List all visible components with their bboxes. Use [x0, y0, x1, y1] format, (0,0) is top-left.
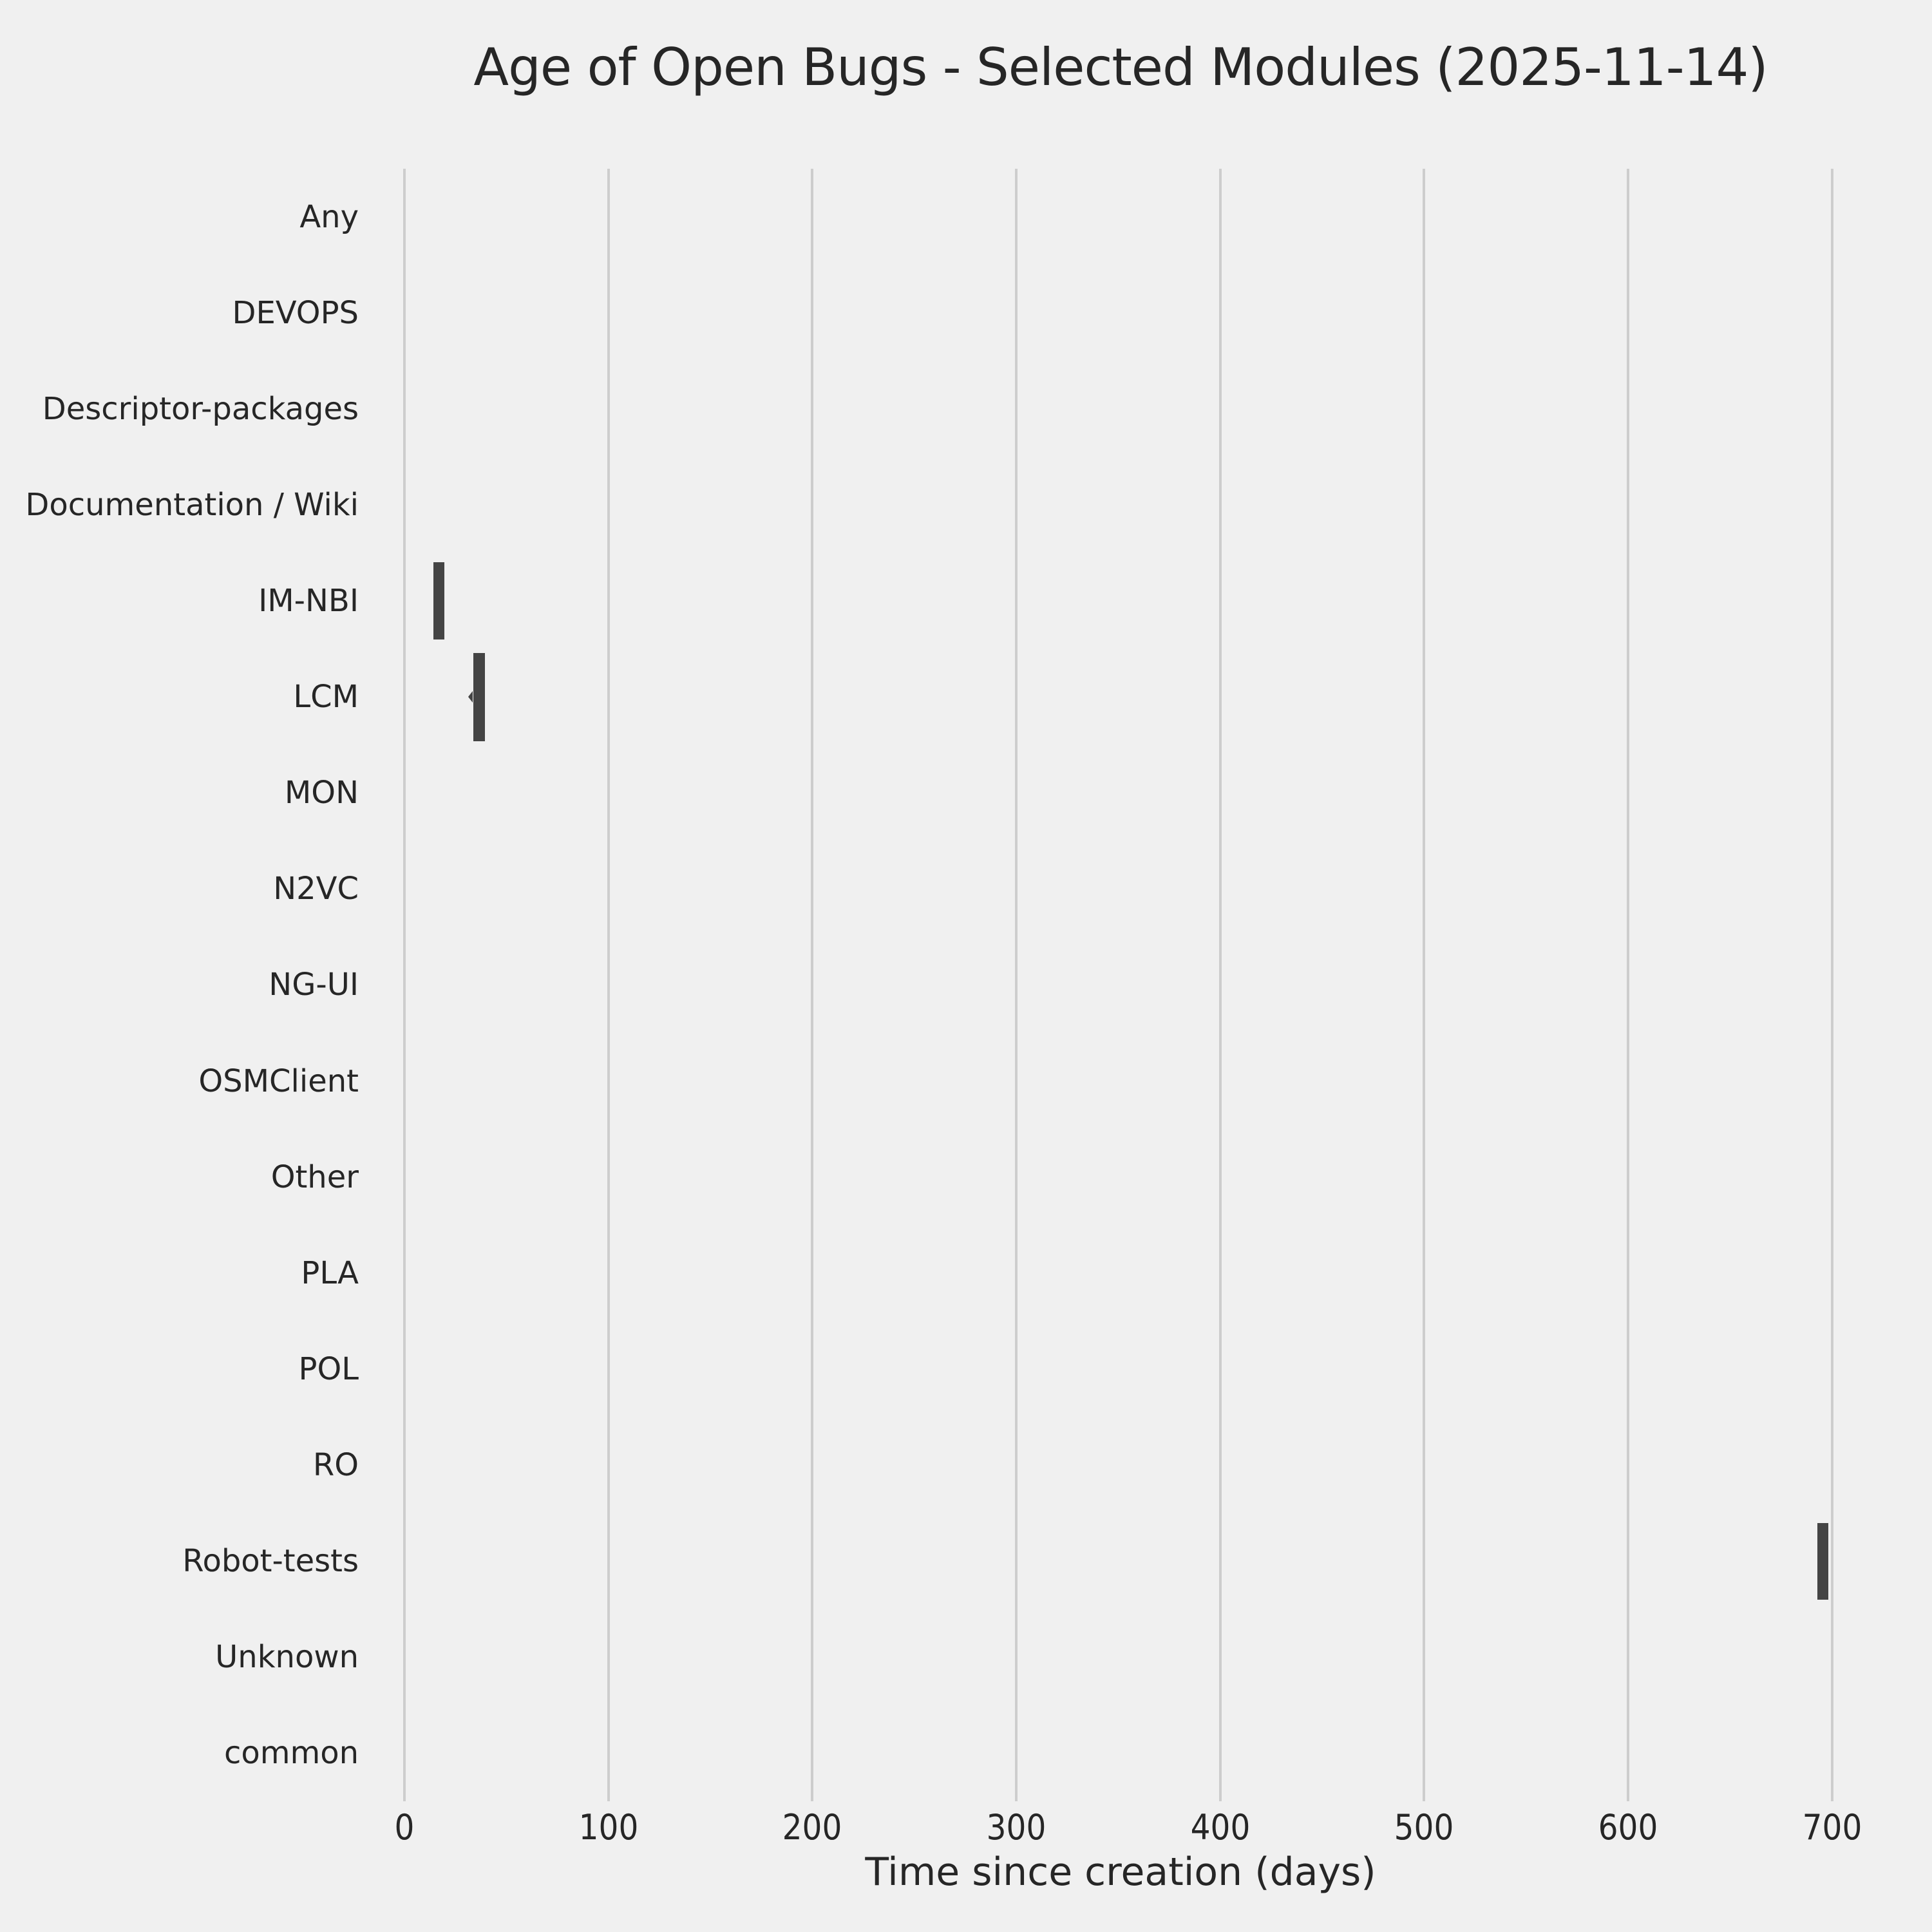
chart-title: Age of Open Bugs - Selected Modules (202… [473, 37, 1768, 97]
x-tick-label: 500 [1394, 1807, 1454, 1848]
y-tick-label: Descriptor-packages [42, 390, 359, 427]
x-tick-label: 700 [1802, 1807, 1862, 1848]
x-tick-label: 400 [1190, 1807, 1251, 1848]
y-tick-label: Robot-tests [182, 1543, 359, 1580]
y-tick-label: DEVOPS [232, 294, 359, 331]
y-tick-label: NG-UI [269, 967, 359, 1003]
x-tick-label: 600 [1598, 1807, 1658, 1848]
y-tick-label: LCM [293, 679, 359, 715]
violin-robot-tests [1817, 1522, 1828, 1600]
x-axis-title: Time since creation (days) [865, 1850, 1376, 1895]
x-tick-label: 200 [782, 1807, 842, 1848]
y-tick-label: Unknown [215, 1639, 359, 1676]
y-tick-label: MON [284, 775, 359, 811]
violin-notch-icon [468, 691, 473, 703]
y-tick-label: Documentation / Wiki [25, 486, 359, 523]
x-gridline [607, 169, 610, 1801]
x-gridline [1626, 169, 1629, 1801]
y-tick-label: POL [298, 1350, 359, 1387]
y-tick-label: IM-NBI [258, 583, 359, 620]
x-gridline [1423, 169, 1426, 1801]
x-gridline [1218, 169, 1222, 1801]
x-tick-label: 100 [578, 1807, 639, 1848]
y-tick-label: Other [270, 1159, 359, 1195]
x-tick-label: 300 [986, 1807, 1046, 1848]
x-gridline [403, 169, 406, 1801]
y-tick-label: OSMClient [198, 1063, 359, 1099]
y-tick-label: PLA [301, 1255, 359, 1291]
plot-area [377, 169, 1864, 1801]
x-gridline [1830, 169, 1833, 1801]
y-tick-label: Any [299, 198, 359, 235]
y-tick-label: RO [312, 1447, 359, 1484]
y-tick-label: common [223, 1735, 359, 1772]
violin-lcm [473, 652, 486, 741]
x-gridline [1015, 169, 1018, 1801]
y-tick-label: N2VC [273, 871, 359, 907]
x-gridline [811, 169, 814, 1801]
violin-im-nbi [433, 562, 445, 640]
x-tick-label: 0 [394, 1807, 415, 1848]
